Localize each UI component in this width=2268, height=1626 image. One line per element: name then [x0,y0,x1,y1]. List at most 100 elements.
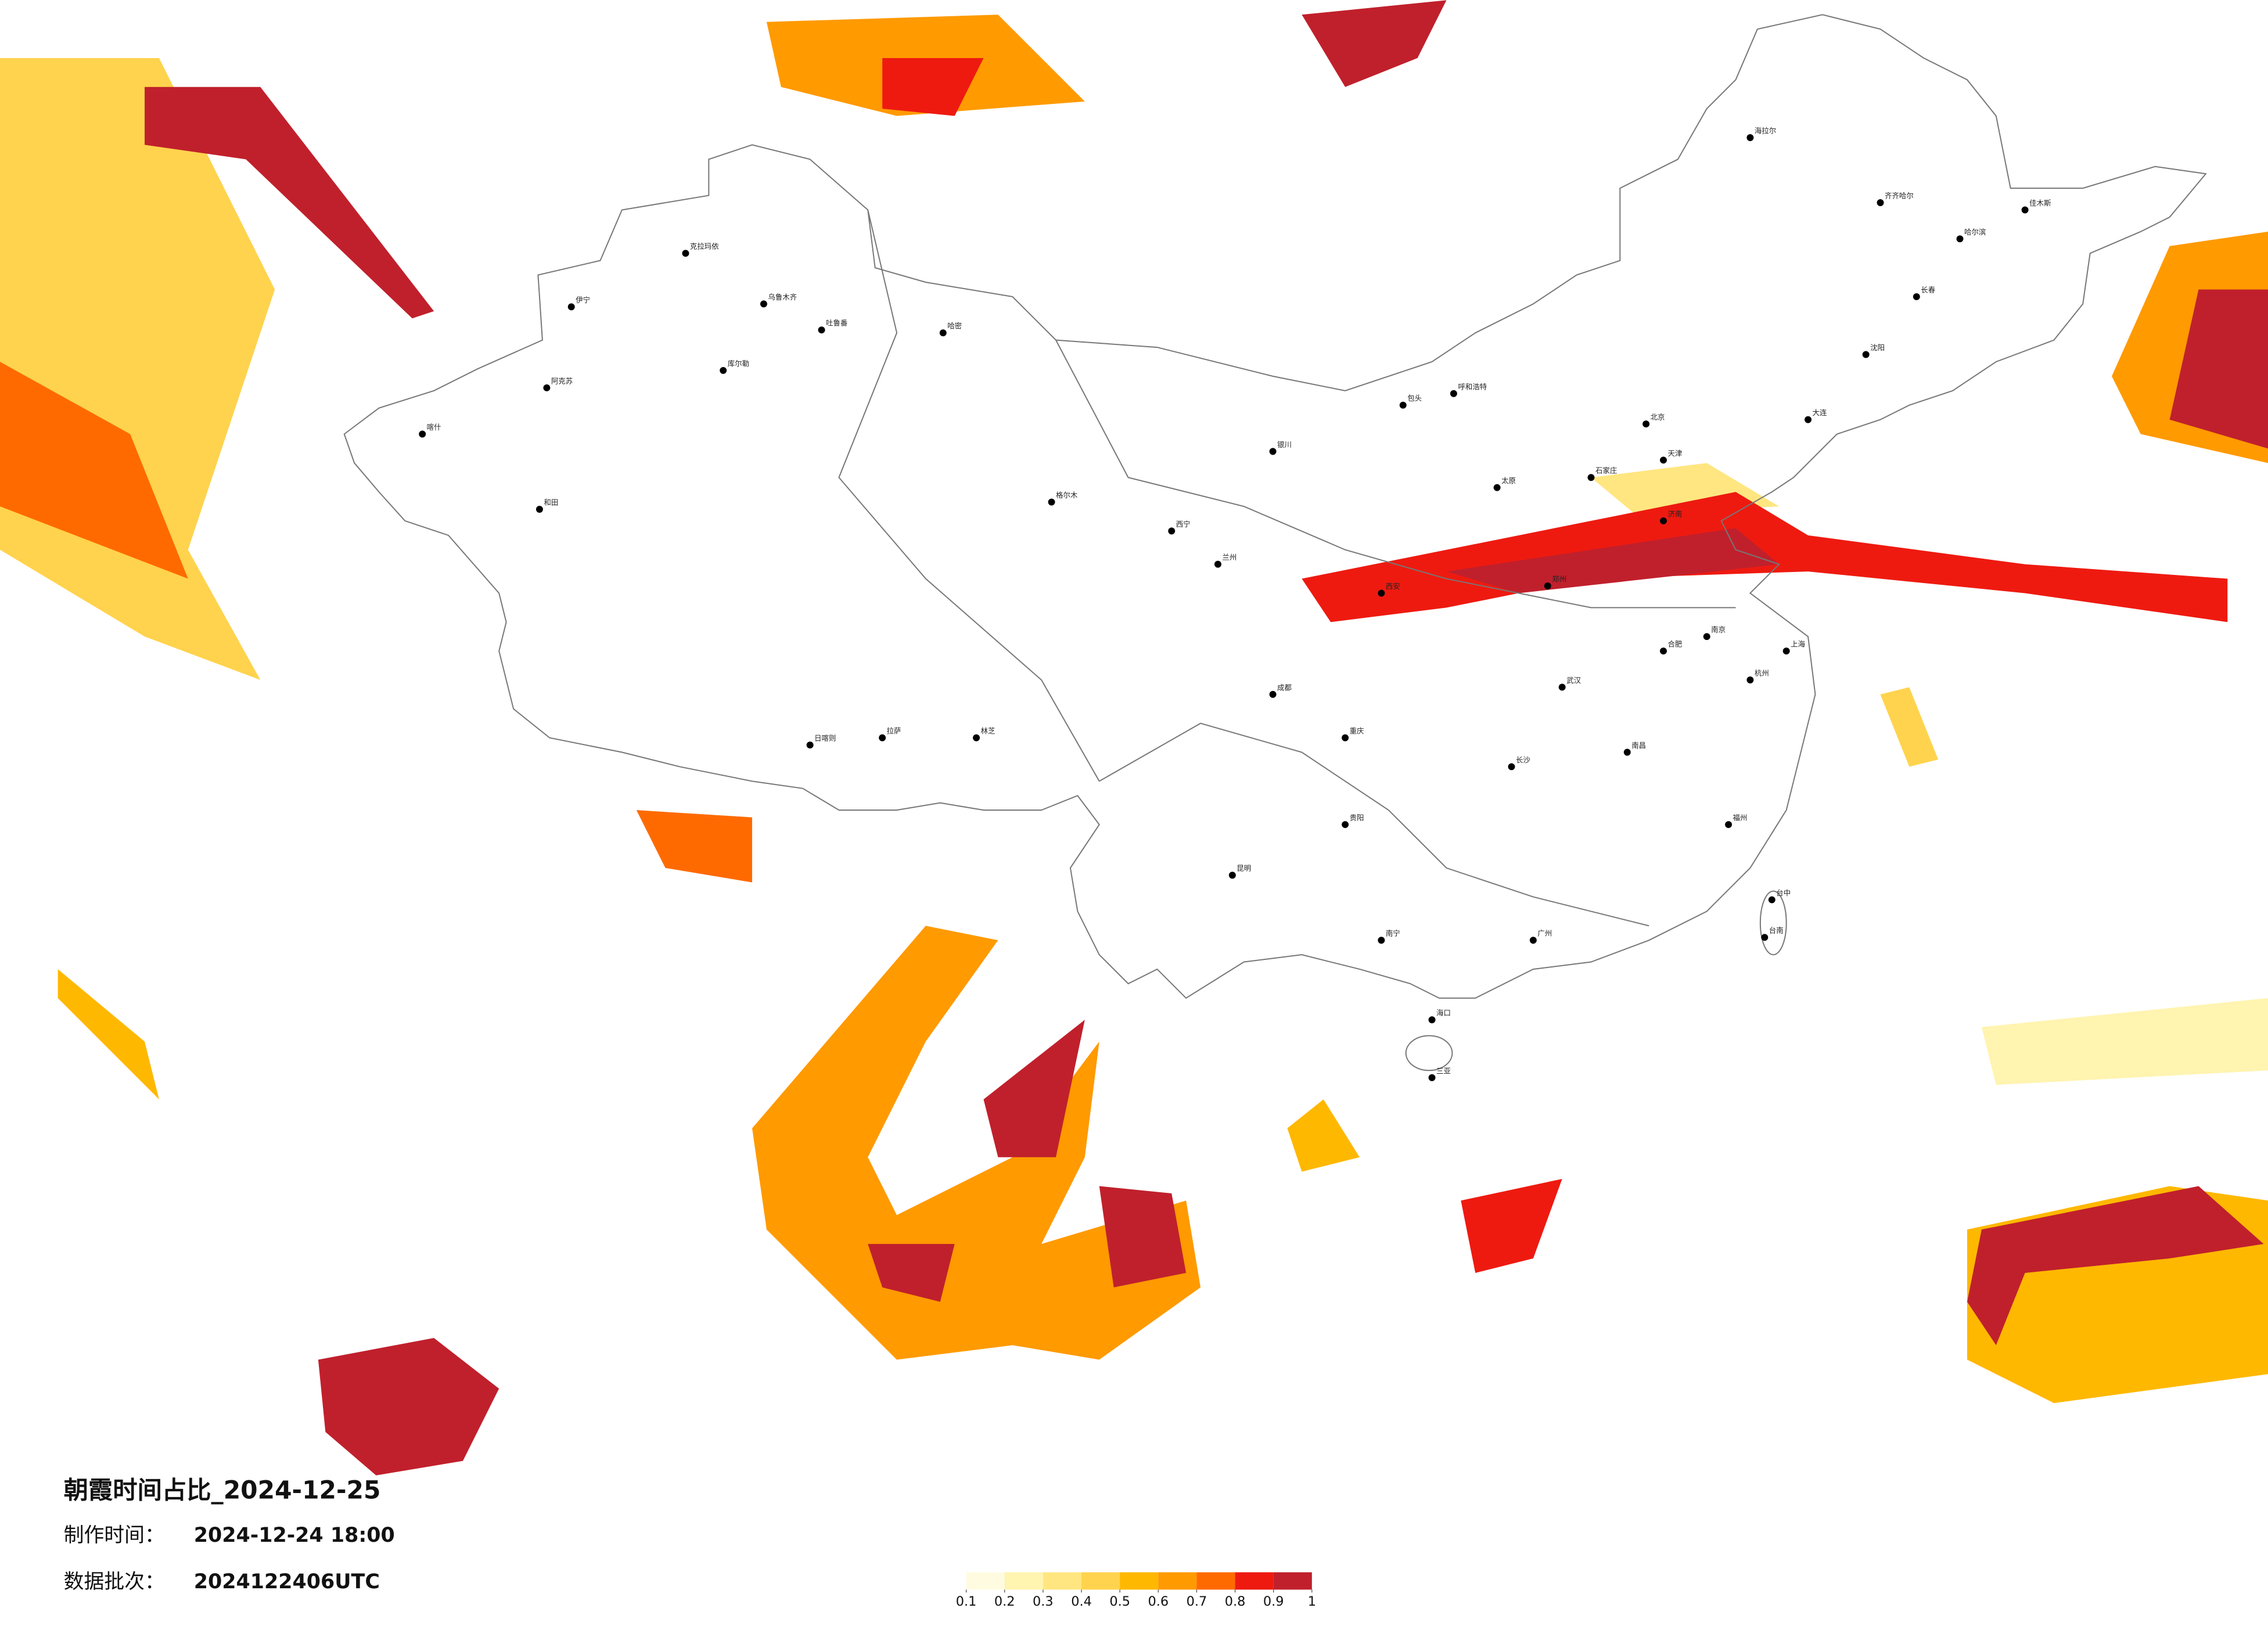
heat-field [145,87,434,319]
city-dot [760,300,767,308]
china-outline [343,14,2207,1071]
city-label: 和田 [544,498,558,507]
colorbar-bin [1273,1572,1312,1590]
heat-field [983,1020,1085,1157]
city-dot [1269,448,1277,455]
colorbar-tick-label: 0.5 [1109,1594,1130,1609]
city-dot [419,430,426,438]
city-label: 哈密 [947,322,962,330]
city-label: 三亚 [1436,1066,1451,1075]
city-label: 齐齐哈尔 [1885,192,1914,200]
colorbar-tick-label: 0.9 [1263,1594,1284,1609]
city-label: 贵阳 [1350,813,1364,822]
colorbar-tick-label: 0.7 [1187,1594,1207,1609]
heat-field [2169,289,2268,449]
colorbar-bin [1043,1572,1082,1590]
city-label: 吐鲁番 [826,319,848,328]
city-dot [1378,937,1385,944]
city-label: 哈尔滨 [1964,228,1986,236]
city-dot [1877,199,1884,207]
city-dot [2021,206,2029,214]
city-label: 石家庄 [1595,466,1617,475]
city-label: 成都 [1277,683,1292,692]
city-label: 兰州 [1222,553,1237,562]
city-dot [1703,633,1710,641]
city-dot [1768,896,1775,904]
city-label: 乌鲁木齐 [768,293,797,301]
city-dot [1660,647,1667,655]
city-label: 重庆 [1350,726,1364,735]
city-label: 伊宁 [576,296,590,304]
city-label: 佳木斯 [2029,199,2051,207]
city-label: 长沙 [1516,756,1530,764]
colorbar-bin [1120,1572,1159,1590]
city-label: 阿克苏 [551,376,573,385]
city-label: 天津 [1667,449,1682,458]
city-dot [1956,235,1964,243]
city-dot [1428,1016,1436,1024]
colorbar-tick-label: 0.8 [1225,1594,1246,1609]
city-label: 昆明 [1237,864,1251,873]
city-label: 沈阳 [1870,343,1885,352]
city-dot [1214,560,1221,568]
city-dot [939,329,947,337]
city-dot [1493,484,1501,491]
city-label: 格尔木 [1056,491,1078,499]
colorbar-tick-label: 0.6 [1148,1594,1169,1609]
city-dot [1544,582,1551,589]
batch-label: 数据批次： [64,1570,165,1593]
colorbar-bin [1158,1572,1197,1590]
city-label: 西宁 [1176,520,1191,528]
city-label: 库尔勒 [728,359,749,368]
city-dot [1428,1074,1436,1081]
made-label: 制作时间： [64,1524,165,1547]
made-time: 2024-12-24 18:00 [194,1524,395,1547]
province-border [838,210,1100,782]
city-label: 南宁 [1386,929,1400,938]
city-dot [1725,821,1733,828]
city-label: 长春 [1921,285,1935,294]
heat-field [636,810,753,883]
city-dot [1558,684,1566,691]
city-dot [1913,293,1920,300]
colorbar-tick-label: 1 [1308,1594,1316,1609]
heat-field [1302,0,1447,87]
city-label: 武汉 [1566,676,1581,685]
city-label: 台南 [1769,926,1784,935]
city-dot [1642,420,1650,428]
province-border [1055,340,1736,609]
city-label: 呼和浩特 [1458,382,1487,391]
heat-field [1981,998,2268,1085]
heat-field [1287,1099,1360,1172]
heat-field [318,1338,499,1476]
city-dot [1746,676,1754,684]
heat-field [882,57,984,116]
city-dot [1660,517,1667,524]
city-dot [1623,749,1631,756]
city-dot [879,734,886,742]
city-dot [543,384,551,391]
heat-field [1880,687,1939,767]
colorbar-tick-label: 0.1 [956,1594,977,1609]
city-label: 太原 [1501,476,1516,485]
colorbar-bin [1196,1572,1235,1590]
city-label: 林芝 [981,726,995,735]
city-dot [1378,589,1385,597]
city-label: 克拉玛依 [690,242,719,251]
city-label: 广州 [1537,929,1552,938]
city-dot [1529,937,1537,944]
colorbar-bin [966,1572,1005,1590]
city-dot [1228,872,1236,879]
heat-fields [0,0,2268,1476]
city-dot [1450,390,1457,397]
city-dot [1508,763,1515,771]
city-label: 上海 [1791,640,1805,649]
city-dot [1048,498,1055,506]
city-label: 大连 [1813,408,1827,417]
city-label: 喀什 [427,423,441,431]
city-label: 台中 [1776,888,1791,897]
city-label: 海拉尔 [1755,126,1776,135]
city-label: 西安 [1386,582,1400,591]
